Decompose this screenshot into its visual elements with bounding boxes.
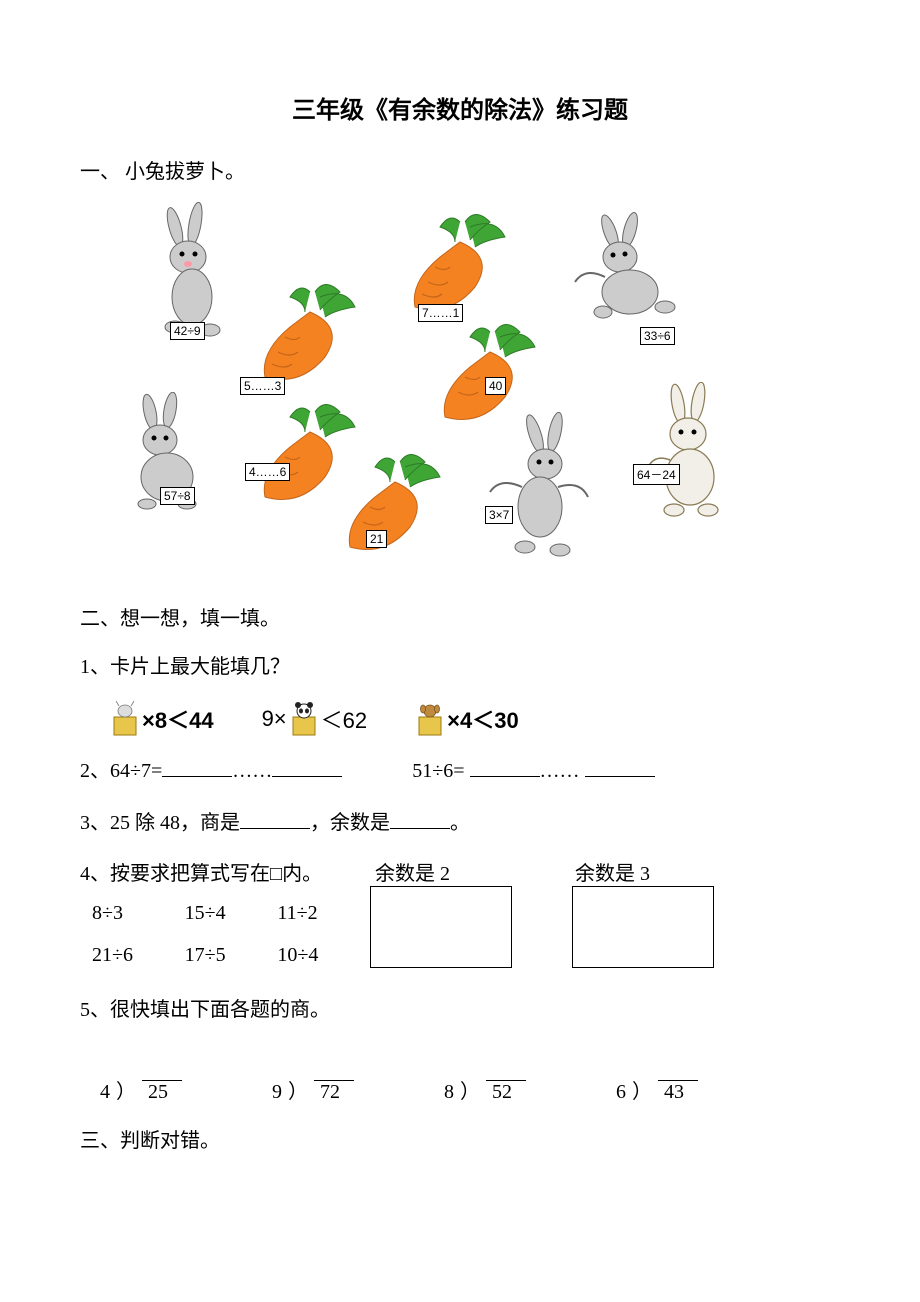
blank-input[interactable] (162, 758, 232, 777)
inequality-1: ×8＜44 (110, 701, 214, 737)
divisor: 4 (100, 1081, 110, 1104)
expr: 11÷2 (277, 892, 370, 934)
question-4-header: 4、按要求把算式写在□内。 余数是 2 余数是 3 (80, 857, 840, 886)
long-division-3: 8 ） 52 (444, 1058, 526, 1104)
carrot-1-label: 5……3 (240, 377, 285, 395)
blank-input[interactable] (585, 758, 655, 777)
quotient-blank[interactable] (314, 1058, 354, 1080)
panda-icon (289, 701, 319, 737)
rabbit-2-label: 33÷6 (640, 327, 675, 345)
divisor: 9 (272, 1081, 282, 1104)
quotient-blank[interactable] (142, 1058, 182, 1080)
answer-box-remainder-2[interactable] (370, 886, 512, 968)
long-division-4: 6 ） 43 (616, 1058, 698, 1104)
blank-input[interactable] (470, 758, 540, 777)
rabbit-icon (555, 212, 695, 342)
carrot-icon (335, 452, 455, 562)
long-division-1: 4 ） 25 (100, 1058, 182, 1104)
expr: 15÷4 (185, 892, 278, 934)
blank-input[interactable] (240, 810, 310, 829)
dividend: 52 (486, 1080, 526, 1104)
expr: 8÷3 (80, 892, 185, 934)
dots: …… (232, 760, 272, 782)
carrot-3-label: 40 (485, 377, 506, 395)
blank-input[interactable] (272, 758, 342, 777)
rabbit-1-label: 42÷9 (170, 322, 205, 340)
expr: 17÷5 (185, 934, 278, 976)
section-2-heading: 二、想一想，填一填。 (80, 602, 840, 631)
section-1-heading: 一、 小兔拔萝卜。 (80, 155, 840, 184)
q4-header-2: 余数是 3 (575, 857, 775, 886)
q2-part-a: 2、64÷7= (80, 760, 162, 782)
quotient-blank[interactable] (658, 1058, 698, 1080)
divisor: 8 (444, 1081, 454, 1104)
carrot-4-label: 4……6 (245, 463, 290, 481)
q3-part-c: 。 (450, 812, 470, 834)
goat-icon (110, 701, 140, 737)
section-3-heading: 三、判断对错。 (80, 1124, 840, 1153)
q3-part-b: ，余数是 (310, 812, 390, 834)
inequality-2-prefix: 9× (262, 706, 287, 732)
expr: 10÷4 (277, 934, 370, 976)
question-2: 2、64÷7= …… 51÷6= …… (80, 753, 840, 789)
quotient-blank[interactable] (486, 1058, 526, 1080)
dividend: 25 (142, 1080, 182, 1104)
q4-answer-boxes (370, 886, 714, 968)
inequality-2-text: ＜62 (321, 703, 367, 735)
rabbit-icon (470, 412, 600, 572)
q3-part-a: 3、25 除 48，商是 (80, 812, 240, 834)
q4-header-1: 余数是 2 (375, 857, 575, 886)
question-3: 3、25 除 48，商是 ，余数是 。 (80, 805, 840, 841)
carrot-icon (250, 282, 370, 392)
dog-icon (415, 701, 445, 737)
long-division-row: 4 ） 25 9 ） 72 8 ） 52 6 ） (100, 1058, 840, 1104)
page-title: 三年级《有余数的除法》练习题 (80, 90, 840, 125)
carrot-5-label: 21 (366, 530, 387, 548)
inequality-2: 9× ＜62 (262, 701, 368, 737)
inequality-1-text: ×8＜44 (142, 703, 214, 735)
dividend: 43 (658, 1080, 698, 1104)
dots: …… (540, 760, 580, 782)
dividend: 72 (314, 1080, 354, 1104)
expr: 21÷6 (80, 934, 185, 976)
rabbit-icon (630, 382, 750, 532)
inequality-3-text: ×4＜30 (447, 703, 519, 735)
question-4-body: 8÷3 15÷4 11÷2 21÷6 17÷5 10÷4 (80, 886, 840, 976)
worksheet-page: 三年级《有余数的除法》练习题 一、 小兔拔萝卜。 42÷9 (0, 0, 920, 1231)
long-division-2: 9 ） 72 (272, 1058, 354, 1104)
inequality-row: ×8＜44 9× ＜62 (110, 701, 840, 737)
q2-part-b: 51÷6= (412, 760, 464, 782)
rabbit-3-label: 57÷8 (160, 487, 195, 505)
rabbit-carrot-illustration: 42÷9 5……3 7……1 (100, 202, 750, 582)
question-1: 1、卡片上最大能填几？ (80, 649, 840, 685)
rabbit-5-label: 64－24 (633, 464, 680, 485)
rabbit-4-label: 3×7 (485, 506, 513, 524)
answer-box-remainder-3[interactable] (572, 886, 714, 968)
blank-input[interactable] (390, 810, 450, 829)
carrot-2-label: 7……1 (418, 304, 463, 322)
q4-lead: 4、按要求把算式写在□内。 (80, 857, 375, 886)
inequality-3: ×4＜30 (415, 701, 519, 737)
q4-expressions: 8÷3 15÷4 11÷2 21÷6 17÷5 10÷4 (80, 886, 370, 976)
divisor: 6 (616, 1081, 626, 1104)
question-5: 5、很快填出下面各题的商。 (80, 992, 840, 1028)
